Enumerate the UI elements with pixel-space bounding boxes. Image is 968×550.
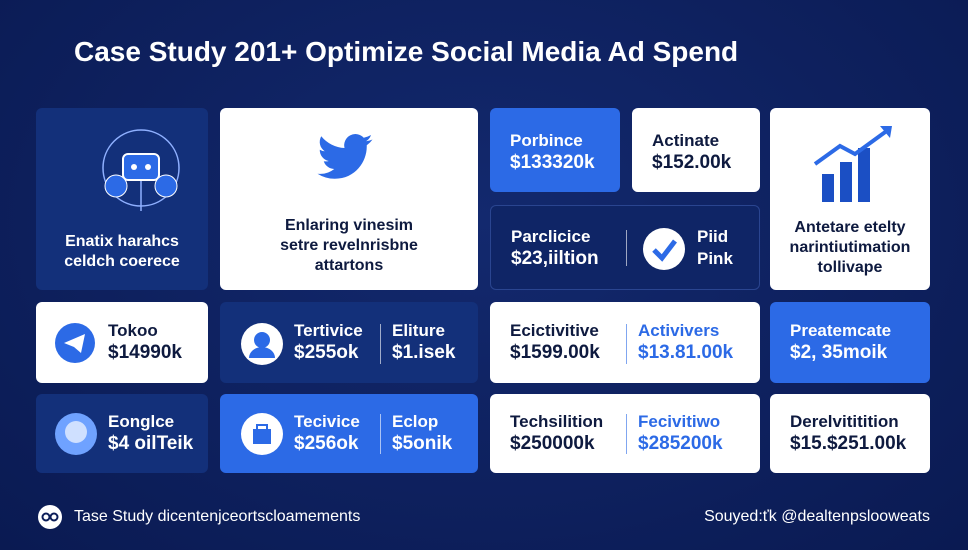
label: Derelvititition bbox=[790, 412, 899, 431]
label: Pink bbox=[697, 249, 733, 268]
value: $4 oilTeik bbox=[108, 433, 194, 454]
label: Eclop bbox=[392, 412, 439, 431]
label: Piid bbox=[697, 227, 729, 246]
label: Tecivice bbox=[294, 412, 360, 431]
stat-tile: Tecivice $256ok Eclop $5onik bbox=[220, 394, 478, 473]
value: $256ok bbox=[294, 433, 359, 454]
stat-tile: Tertivice $255ok Eliture $1.isek bbox=[220, 302, 478, 383]
stat-tile: Parclicice $23,iiltion Piid Pink bbox=[490, 205, 760, 290]
stat-tile: Derelvititition $15.$251.00k bbox=[770, 394, 930, 473]
label: Tertivice bbox=[294, 321, 363, 340]
tile-text: Enlaring vinesim setre revelnrisbne attart… bbox=[220, 216, 478, 276]
stat-tile: Tokoo $14990k bbox=[36, 302, 208, 383]
value: $2, 35moik bbox=[790, 342, 888, 363]
label: Preatemcate bbox=[790, 321, 892, 340]
value: $133320k bbox=[510, 152, 595, 173]
stat-tile: Actinate $152.00k bbox=[632, 108, 760, 192]
tile-text: Antetare etelty narintiutimation tollivape bbox=[770, 218, 930, 278]
separator bbox=[380, 414, 381, 454]
label: Ecictivitive bbox=[510, 321, 599, 340]
stat-tile: Porbince $133320k bbox=[490, 108, 620, 192]
growth-tile: Antetare etelty narintiutimation tollivape bbox=[770, 108, 930, 290]
footer-left: Tase Study dicentenjceortscloamements bbox=[74, 508, 361, 525]
label: Eonglce bbox=[108, 412, 175, 431]
stat-tile: Techsilition $250000k Fecivitiwo $285200k bbox=[490, 394, 760, 473]
stat-tile: Preatemcate $2, 35moik bbox=[770, 302, 930, 383]
title: Case Study 201+ Optimize Social Media Ad… bbox=[74, 36, 739, 67]
telegram-icon bbox=[55, 323, 95, 363]
label: Tokoo bbox=[108, 321, 158, 340]
bag-icon bbox=[241, 413, 283, 455]
label: Activivers bbox=[638, 321, 720, 340]
twitter-icon bbox=[317, 134, 373, 179]
value: $5onik bbox=[392, 433, 453, 454]
network-icon bbox=[102, 129, 180, 211]
person-icon bbox=[241, 323, 283, 365]
twitter-tile: Enlaring vinesim setre revelnrisbne attart… bbox=[220, 108, 478, 290]
value: $1599.00k bbox=[510, 342, 600, 363]
label: Techsilition bbox=[510, 412, 604, 431]
value: $250000k bbox=[510, 433, 595, 454]
network-tile: Enatix harahcs celdch coerece bbox=[36, 108, 208, 290]
logo bbox=[38, 505, 62, 529]
value: $15.$251.00k bbox=[790, 433, 907, 454]
label: Eliture bbox=[392, 321, 445, 340]
label: Actinate bbox=[652, 131, 720, 150]
line: Antetare etelty bbox=[794, 219, 906, 236]
line: Enlaring vinesim bbox=[284, 217, 414, 234]
tile-text: Enatix harahcs celdch coerece bbox=[36, 232, 208, 272]
line: setre revelnrisbne bbox=[280, 237, 418, 254]
value: $23,iiltion bbox=[511, 248, 599, 269]
value: $1.isek bbox=[392, 342, 456, 363]
stat-tile: Eonglce $4 oilTeik bbox=[36, 394, 208, 473]
label: Parclicice bbox=[511, 227, 591, 246]
value: $14990k bbox=[108, 342, 182, 363]
footer-right: Souyed:ťk @dealtenpslooweats bbox=[704, 508, 930, 525]
line: tollivape bbox=[817, 259, 883, 276]
value: $285200k bbox=[638, 433, 723, 454]
label: Fecivitiwo bbox=[638, 412, 721, 431]
separator bbox=[380, 324, 381, 364]
stat-tile: Ecictivitive $1599.00k Activivers $13.81.0… bbox=[490, 302, 760, 383]
value: $13.81.00k bbox=[638, 342, 734, 363]
growth-icon bbox=[813, 126, 892, 202]
separator bbox=[626, 230, 627, 266]
separator bbox=[626, 414, 627, 454]
line: celdch coerece bbox=[64, 253, 180, 270]
value: $255ok bbox=[294, 342, 359, 363]
line: narintiutimation bbox=[789, 239, 911, 256]
line: attartons bbox=[314, 257, 384, 274]
line: Enatix harahcs bbox=[65, 233, 179, 250]
separator bbox=[626, 324, 627, 364]
label: Porbince bbox=[510, 131, 583, 150]
avatar-icon bbox=[55, 413, 97, 455]
check-icon bbox=[643, 228, 685, 270]
value: $152.00k bbox=[652, 152, 732, 173]
